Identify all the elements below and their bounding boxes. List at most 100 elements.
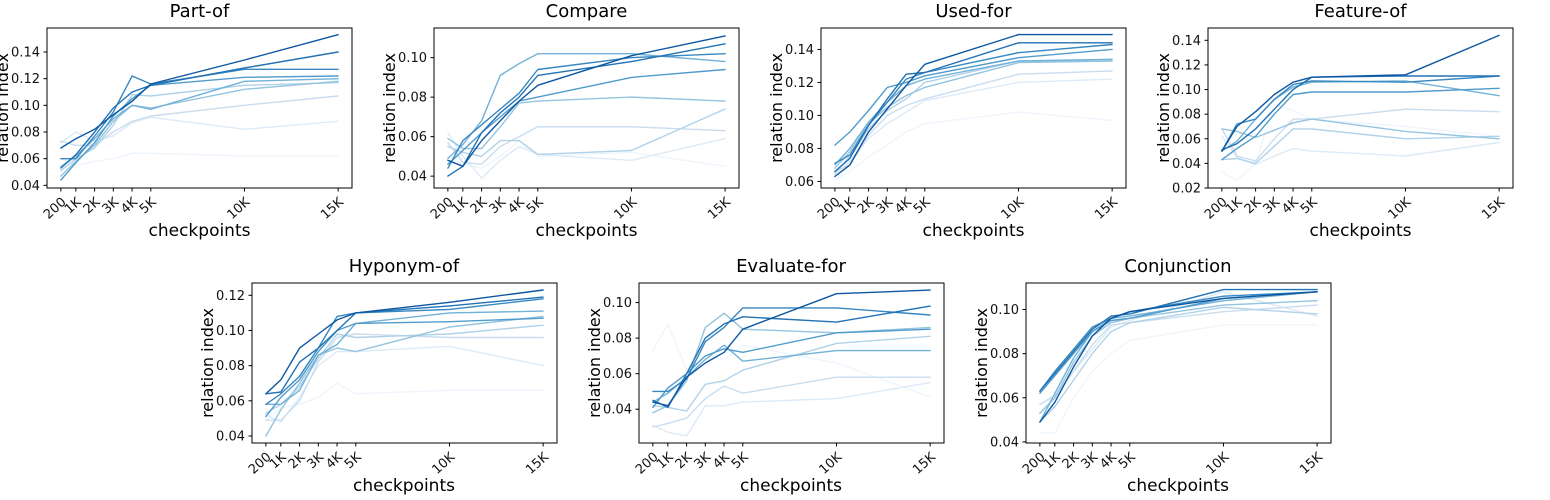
series-line-4 xyxy=(1221,128,1500,165)
y-tick-label: 0.10 xyxy=(990,303,1019,318)
series-line-7 xyxy=(447,68,726,166)
y-tick-label: 0.06 xyxy=(785,175,814,190)
series-line-7 xyxy=(1038,291,1318,395)
series-line-2 xyxy=(651,381,931,437)
y-tick-label: 0.04 xyxy=(398,170,427,185)
x-tick-label: 10K xyxy=(224,195,253,223)
series-line-8 xyxy=(651,307,931,393)
y-axis-label: relation index xyxy=(584,308,604,418)
x-tick-label: 10K xyxy=(1385,195,1414,223)
y-tick-label: 0.04 xyxy=(1172,157,1201,172)
y-tick-label: 0.10 xyxy=(603,296,632,311)
x-tick-label: 10K xyxy=(611,195,640,223)
axes-frame xyxy=(1025,282,1331,444)
series-line-9 xyxy=(264,296,544,395)
series-line-10 xyxy=(447,35,726,168)
chart-title: Conjunction xyxy=(1124,256,1232,277)
x-tick-label: 10K xyxy=(998,195,1027,223)
series-line-1 xyxy=(60,152,339,167)
chart-title: Hyponym-of xyxy=(348,256,460,277)
series-line-6 xyxy=(651,344,931,403)
subplot-evaluate-for: 0.04 0.06 0.08 0.10 200 1K 2K 3K 4K 5K 10K 15K Eval… xyxy=(582,255,969,500)
y-tick-label: 0.06 xyxy=(603,367,632,382)
x-tick-label: 10K xyxy=(816,450,845,478)
x-tick-label: 15K xyxy=(1479,195,1508,223)
series-line-3 xyxy=(264,333,544,421)
series-line-9 xyxy=(1221,75,1500,151)
series-line-9 xyxy=(60,51,339,169)
x-tick-label: 5K xyxy=(1298,195,1321,218)
y-tick-label: 0.08 xyxy=(603,332,632,347)
y-tick-label: 0.12 xyxy=(11,72,40,87)
y-axis-label: relation index xyxy=(971,308,991,418)
series-line-10 xyxy=(264,289,544,395)
series-line-2 xyxy=(834,78,1113,176)
y-tick-label: 0.10 xyxy=(1172,83,1201,98)
chart-title: Used-for xyxy=(935,1,1012,22)
subplot-hyponym-of: 0.04 0.06 0.08 0.10 0.12 200 1K 2K 3K 4K 5K 10K 15K … xyxy=(195,255,582,500)
axes-frame xyxy=(433,27,740,189)
series-line-2 xyxy=(60,116,339,144)
x-axis-label: checkpoints xyxy=(1127,476,1229,496)
series-line-7 xyxy=(60,75,339,181)
y-tick-label: 0.10 xyxy=(398,51,427,66)
series-line-5 xyxy=(834,60,1113,169)
x-axis-label: checkpoints xyxy=(740,476,842,496)
series-line-1 xyxy=(1038,324,1318,434)
x-tick-label: 5K xyxy=(1115,450,1138,473)
y-tick-label: 0.12 xyxy=(216,289,245,304)
x-tick-label: 15K xyxy=(523,450,552,478)
series-line-10 xyxy=(834,33,1113,178)
y-tick-label: 0.06 xyxy=(990,391,1019,406)
axes-frame xyxy=(46,27,353,189)
x-axis-label: checkpoints xyxy=(922,221,1025,241)
series-line-6 xyxy=(447,53,726,160)
y-tick-label: 0.04 xyxy=(216,429,245,444)
y-tick-label: 0.06 xyxy=(1172,132,1201,147)
x-axis-label: checkpoints xyxy=(148,221,251,241)
series-line-5 xyxy=(60,80,339,177)
x-tick-label: 5K xyxy=(137,195,160,218)
y-tick-label: 0.10 xyxy=(785,109,814,124)
y-axis-label: relation index xyxy=(380,53,399,163)
y-tick-label: 0.08 xyxy=(216,359,245,374)
series-line-8 xyxy=(447,53,726,169)
series-line-9 xyxy=(447,43,726,177)
x-tick-label: 15K xyxy=(1297,450,1326,478)
series-line-5 xyxy=(1038,300,1318,414)
y-tick-label: 0.14 xyxy=(1172,34,1201,49)
chart-title: Part-of xyxy=(169,1,230,22)
y-tick-label: 0.08 xyxy=(990,347,1019,362)
axes-frame xyxy=(638,282,944,444)
series-line-2 xyxy=(1221,135,1500,166)
x-tick-label: 5K xyxy=(341,450,364,473)
x-axis-label: checkpoints xyxy=(1309,221,1412,241)
y-tick-label: 0.02 xyxy=(1172,182,1201,197)
series-line-9 xyxy=(834,42,1113,173)
y-tick-label: 0.04 xyxy=(11,179,40,194)
x-tick-label: 5K xyxy=(728,450,751,473)
series-line-6 xyxy=(264,310,544,406)
series-line-9 xyxy=(1038,288,1318,392)
y-tick-label: 0.06 xyxy=(216,394,245,409)
subplot-used-for: 0.06 0.08 0.10 0.12 0.14 200 1K 2K 3K 4K 5K 10K 15K … xyxy=(764,0,1151,245)
subplot-part-of: 0.04 0.06 0.08 0.10 0.12 0.14 200 1K 2K 3K 4K 5K 10K… xyxy=(0,0,377,245)
series-line-5 xyxy=(264,315,544,437)
y-tick-label: 0.08 xyxy=(1172,108,1201,123)
series-line-1 xyxy=(447,139,726,169)
x-tick-label: 10K xyxy=(429,450,458,478)
subplot-compare: 0.04 0.06 0.08 0.10 200 1K 2K 3K 4K 5K 10K 15K Comp… xyxy=(377,0,764,245)
subplot-feature-of: 0.02 0.04 0.06 0.08 0.10 0.12 0.14 200 1K 2K 3K 4K 5… xyxy=(1151,0,1538,245)
series-line-10 xyxy=(1038,291,1318,423)
y-tick-label: 0.14 xyxy=(785,43,814,58)
x-tick-label: 5K xyxy=(524,195,547,218)
y-tick-label: 0.08 xyxy=(785,142,814,157)
y-tick-label: 0.10 xyxy=(11,99,40,114)
series-line-4 xyxy=(1038,306,1318,423)
x-tick-label: 15K xyxy=(318,195,347,223)
